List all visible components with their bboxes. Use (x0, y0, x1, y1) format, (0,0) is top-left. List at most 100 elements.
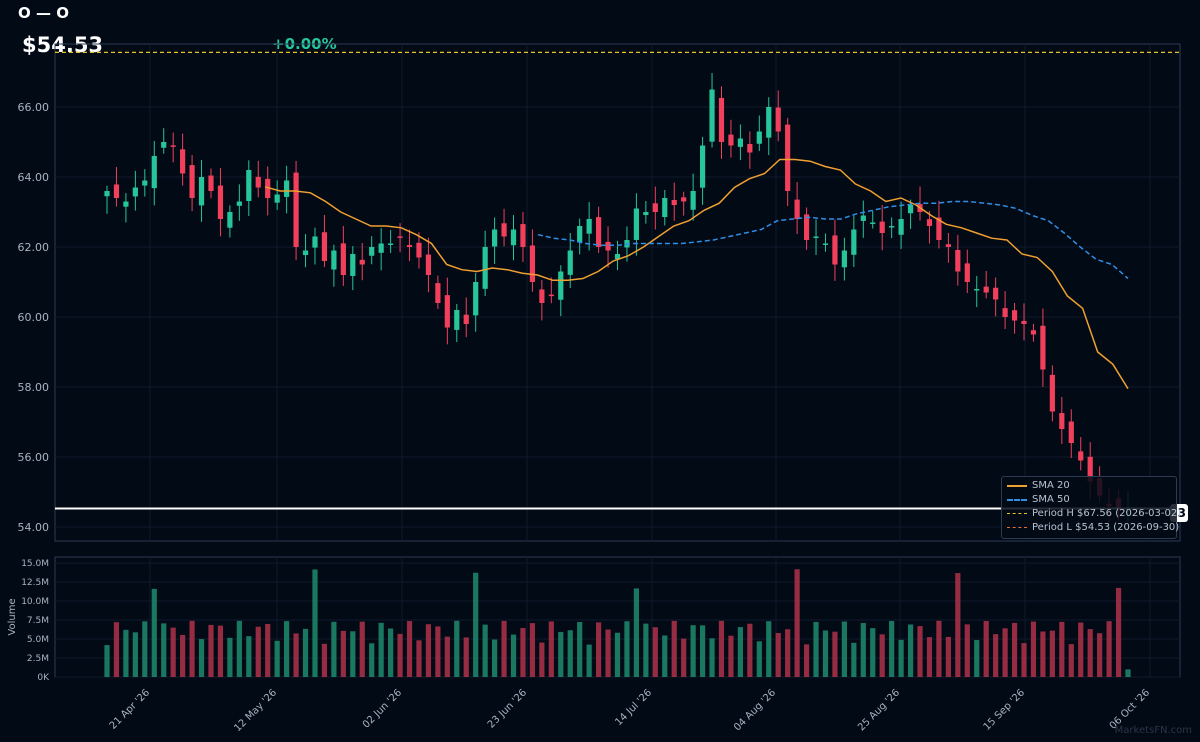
volume-bars (104, 569, 1131, 677)
candle-body (1030, 330, 1037, 335)
candle-body (520, 224, 526, 247)
candle-body (284, 180, 290, 197)
volume-bar (633, 588, 640, 677)
candle-body (567, 250, 573, 275)
volume-bar (284, 621, 290, 677)
candle-body (539, 289, 545, 303)
volume-bar (737, 627, 743, 677)
volume-bar (501, 620, 507, 677)
candle-body (605, 241, 611, 251)
candle-body (974, 289, 980, 291)
candle-body (425, 254, 432, 275)
candle-body (813, 236, 819, 238)
volume-bar (690, 625, 696, 677)
candle-body (444, 295, 450, 328)
volume-bar (747, 623, 753, 677)
chart-legend: SMA 20 SMA 50 Period H $67.56 (2026-03-0… (1001, 476, 1181, 539)
volume-bar (936, 620, 942, 677)
volume-bar (331, 621, 337, 677)
volume-bar (586, 644, 592, 677)
volume-bar (1040, 631, 1046, 677)
price-tick-label: 60.00 (18, 311, 50, 324)
candle-body (123, 201, 129, 207)
candle-body (1087, 456, 1093, 482)
candle-body (463, 314, 469, 324)
volume-bar (889, 620, 895, 677)
volume-bar (813, 621, 819, 677)
candle-body (633, 208, 640, 240)
candle-body (388, 243, 394, 245)
volume-bar (983, 621, 989, 677)
x-tick-label: 21 Apr '26 (108, 687, 152, 731)
volume-bar (803, 644, 810, 677)
candle-body (227, 212, 233, 228)
volume-bar (132, 632, 138, 677)
candle-body (416, 242, 422, 258)
watermark: MarketsFN.com (1114, 725, 1192, 736)
volume-bar (444, 636, 450, 677)
candle-body (699, 145, 706, 188)
volume-bar (718, 620, 725, 677)
volume-bar (1106, 621, 1112, 677)
candle-body (803, 214, 810, 240)
volume-bar (681, 638, 687, 677)
volume-bar (870, 628, 876, 677)
volume-bar (492, 639, 498, 677)
candle-body (1021, 320, 1027, 324)
candle-body (529, 245, 536, 282)
legend-label-sma50: SMA 50 (1032, 494, 1070, 505)
sma20-line (264, 158, 1129, 390)
legend-label-period-high: Period H $67.56 (2026-03-02) (1032, 508, 1182, 519)
volume-bar (1059, 621, 1065, 677)
x-tick-label: 25 Aug '26 (856, 687, 902, 733)
candle-body (454, 310, 460, 330)
candle-body (709, 89, 715, 142)
candle-body (350, 254, 356, 276)
volume-bar (189, 620, 195, 677)
volume-bar (482, 624, 488, 677)
volume-bar (699, 625, 706, 677)
volume-bar (1021, 643, 1027, 677)
volume-bar (756, 641, 762, 677)
volume-bar (170, 627, 176, 677)
volume-bar (539, 642, 545, 677)
candle-body (586, 219, 592, 234)
candle-body (236, 201, 242, 206)
candle-body (851, 229, 857, 255)
candle-body (1011, 310, 1018, 321)
candle-body (775, 107, 781, 132)
candle-body (879, 221, 885, 233)
volume-axis-label: Volume (7, 598, 18, 635)
price-tick-label: 64.00 (18, 171, 50, 184)
volume-bar (473, 572, 479, 677)
legend-label-sma20: SMA 20 (1032, 480, 1070, 491)
candle-body (1002, 308, 1008, 317)
candle-body (595, 217, 602, 247)
sma50-line (537, 200, 1129, 280)
candle-body (113, 184, 120, 198)
candle-body (728, 134, 734, 146)
candle-body (1059, 413, 1065, 429)
candle-body (841, 250, 847, 268)
volume-bar (775, 632, 781, 677)
volume-tick-label: 7.5M (27, 616, 49, 626)
volume-bar (652, 627, 658, 677)
volume-bar (595, 622, 602, 677)
volume-bar (274, 640, 280, 677)
volume-bar (822, 630, 829, 677)
volume-bar (1087, 629, 1093, 677)
volume-bar (302, 628, 309, 677)
candle-body (265, 178, 271, 198)
candle-body (331, 250, 337, 270)
candle-body (993, 287, 999, 300)
candle-body (151, 156, 157, 189)
volume-bar (208, 624, 214, 677)
volume-bar (217, 625, 224, 677)
candle-body (832, 235, 838, 265)
volume-tick-label: 2.5M (27, 654, 49, 664)
volume-bar (605, 629, 611, 677)
candle-body (293, 172, 299, 247)
candles (104, 73, 1131, 523)
volume-bar (926, 637, 933, 677)
